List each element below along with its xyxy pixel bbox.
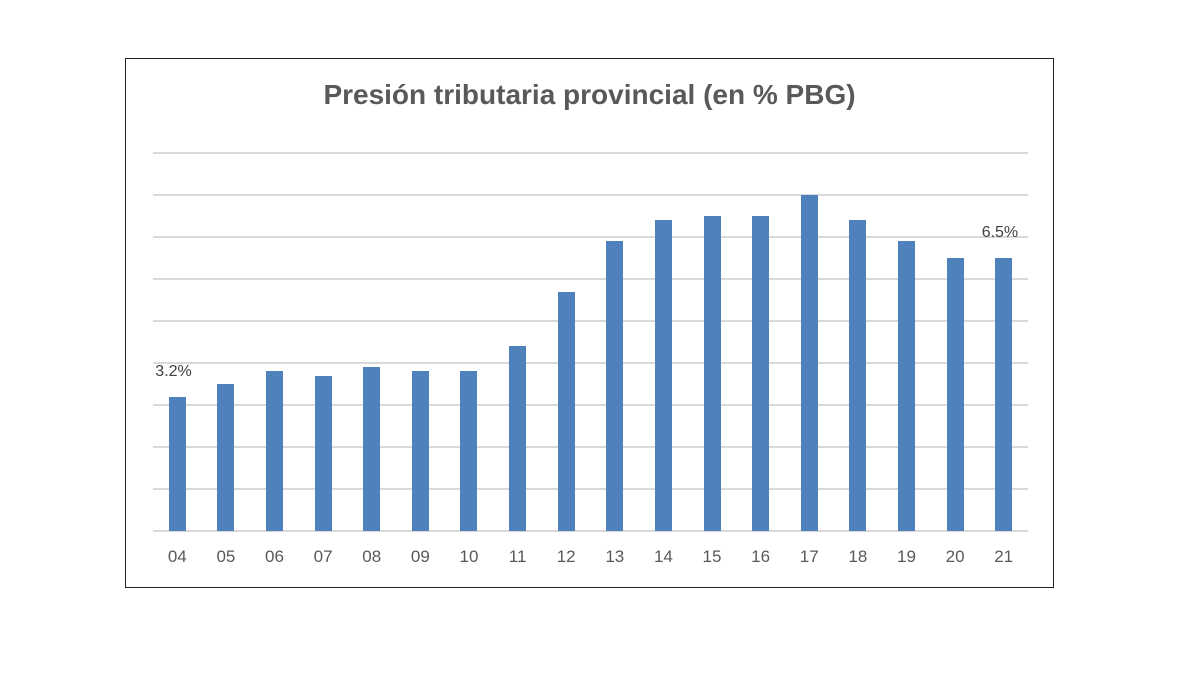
x-tick-label: 06 — [265, 547, 284, 566]
bar-09 — [411, 371, 429, 531]
bar-06 — [266, 371, 284, 531]
gridline — [153, 362, 1028, 364]
plot-area — [153, 152, 1028, 532]
bar-04 — [168, 396, 186, 531]
x-tick-label: 09 — [410, 547, 430, 566]
bar-07 — [314, 375, 332, 531]
gridline — [153, 530, 1028, 532]
chart-title: Presión tributaria provincial (en % PBG) — [323, 79, 856, 110]
gridline — [153, 320, 1028, 322]
bar-16 — [752, 216, 770, 531]
x-tick-label: 21 — [994, 547, 1014, 566]
bar-21 — [995, 258, 1013, 531]
bar-15 — [703, 216, 721, 531]
x-tick-label: 16 — [751, 547, 771, 566]
bar-11 — [509, 346, 527, 531]
bar-10 — [460, 371, 478, 531]
x-tick-label: 05 — [216, 547, 236, 566]
x-tick-label: 11 — [508, 547, 527, 566]
bar-12 — [557, 291, 575, 531]
bar-13 — [606, 241, 624, 531]
x-tick-label: 17 — [799, 547, 819, 566]
x-tick-label: 12 — [556, 547, 576, 566]
x-tick-label: 07 — [313, 547, 333, 566]
bar-05 — [217, 384, 235, 531]
data-label: 6.5% — [981, 224, 1019, 241]
x-tick-label: 15 — [702, 547, 722, 566]
gridline — [153, 152, 1028, 154]
bar-19 — [897, 241, 915, 531]
x-tick-label: 08 — [362, 547, 382, 566]
x-tick-label: 18 — [848, 547, 868, 566]
x-tick-label: 04 — [167, 547, 187, 566]
bar-18 — [849, 220, 867, 531]
gridline — [153, 194, 1028, 196]
gridline — [153, 446, 1028, 448]
x-tick-label: 13 — [605, 547, 625, 566]
gridline — [153, 278, 1028, 280]
x-tick-label: 19 — [897, 547, 916, 566]
x-tick-label: 20 — [945, 547, 965, 566]
data-label: 3.2% — [155, 362, 192, 380]
x-tick-label: 10 — [459, 547, 479, 566]
gridline — [153, 404, 1028, 406]
gridline — [153, 236, 1028, 238]
chart-frame: Presión tributaria provincial (en % PBG)… — [125, 58, 1054, 588]
bar-14 — [654, 220, 672, 531]
bar-08 — [363, 367, 381, 531]
gridline — [153, 488, 1028, 490]
bar-20 — [946, 258, 964, 531]
bar-17 — [800, 195, 818, 531]
x-tick-label: 14 — [653, 547, 673, 566]
